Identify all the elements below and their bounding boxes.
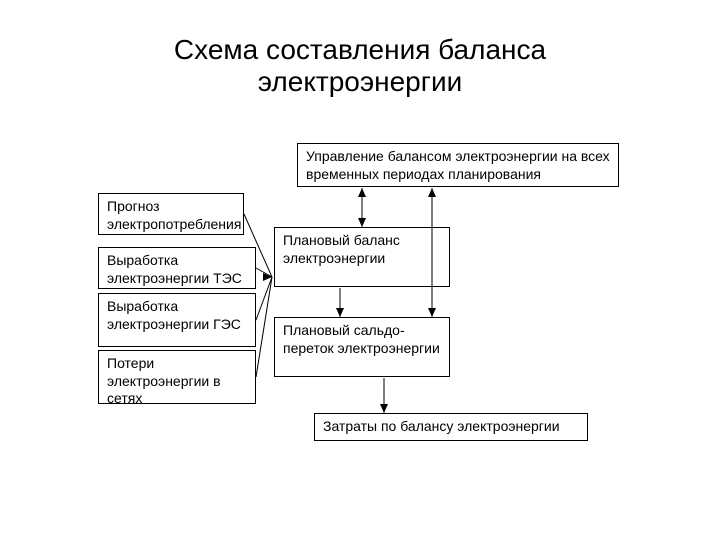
node-management: Управление балансом электроэнергии на вс… — [297, 143, 619, 187]
node-plan-saldo: Плановый сальдо-переток электроэнергии — [274, 317, 450, 377]
node-costs-label: Затраты по балансу электроэнергии — [323, 418, 560, 434]
node-tes-label: Выработка электроэнергии ТЭС — [107, 252, 242, 286]
node-ges: Выработка электроэнергии ГЭС — [98, 293, 256, 347]
title-line2: электроэнергии — [258, 66, 463, 97]
diagram-canvas: Схема составления баланса электроэнергии… — [0, 0, 720, 540]
node-losses: Потери электроэнергии в сетях — [98, 350, 256, 404]
node-tes: Выработка электроэнергии ТЭС — [98, 247, 256, 289]
node-plan-balance-label: Плановый баланс электроэнергии — [283, 232, 400, 266]
node-management-label: Управление балансом электроэнергии на вс… — [306, 148, 610, 182]
node-forecast: Прогноз электропотребления — [98, 193, 244, 235]
page-title: Схема составления баланса электроэнергии — [0, 34, 720, 98]
node-costs: Затраты по балансу электроэнергии — [314, 413, 588, 441]
node-plan-balance: Плановый баланс электроэнергии — [274, 227, 450, 287]
node-forecast-label: Прогноз электропотребления — [107, 198, 241, 232]
node-plan-saldo-label: Плановый сальдо-переток электроэнергии — [283, 322, 440, 356]
title-line1: Схема составления баланса — [174, 34, 546, 65]
node-ges-label: Выработка электроэнергии ГЭС — [107, 298, 241, 332]
node-losses-label: Потери электроэнергии в сетях — [107, 355, 221, 406]
